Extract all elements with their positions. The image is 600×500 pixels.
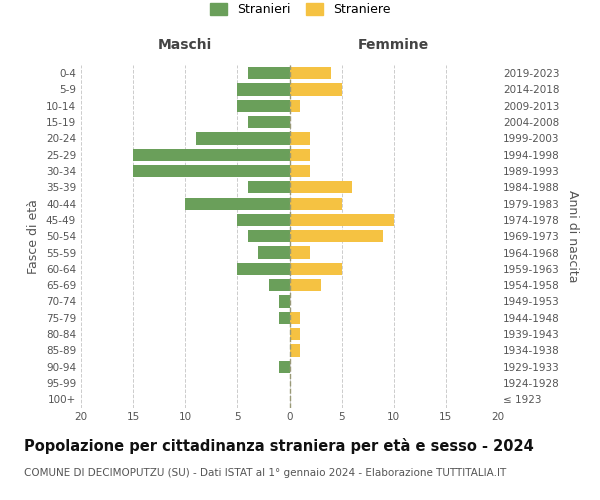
Bar bbox=[238, 100, 290, 112]
Bar bbox=[133, 165, 290, 177]
Bar bbox=[133, 148, 290, 161]
Bar bbox=[290, 344, 300, 356]
Bar bbox=[279, 296, 290, 308]
Y-axis label: Fasce di età: Fasce di età bbox=[28, 199, 40, 274]
Bar bbox=[248, 67, 290, 80]
Bar bbox=[238, 214, 290, 226]
Bar bbox=[290, 328, 300, 340]
Bar bbox=[290, 198, 341, 209]
Bar bbox=[290, 279, 321, 291]
Bar bbox=[290, 100, 300, 112]
Bar bbox=[290, 165, 310, 177]
Text: COMUNE DI DECIMOPUTZU (SU) - Dati ISTAT al 1° gennaio 2024 - Elaborazione TUTTIT: COMUNE DI DECIMOPUTZU (SU) - Dati ISTAT … bbox=[24, 468, 506, 477]
Legend: Stranieri, Straniere: Stranieri, Straniere bbox=[209, 3, 391, 16]
Text: Popolazione per cittadinanza straniera per età e sesso - 2024: Popolazione per cittadinanza straniera p… bbox=[24, 438, 534, 454]
Bar bbox=[258, 246, 290, 258]
Bar bbox=[290, 84, 341, 96]
Bar bbox=[290, 148, 310, 161]
Bar bbox=[248, 181, 290, 194]
Bar bbox=[238, 263, 290, 275]
Bar bbox=[238, 84, 290, 96]
Bar bbox=[290, 214, 394, 226]
Bar bbox=[290, 67, 331, 80]
Bar bbox=[248, 116, 290, 128]
Bar bbox=[290, 132, 310, 144]
Text: Maschi: Maschi bbox=[158, 38, 212, 52]
Bar bbox=[279, 360, 290, 373]
Y-axis label: Anni di nascita: Anni di nascita bbox=[566, 190, 579, 282]
Bar bbox=[269, 279, 290, 291]
Bar bbox=[196, 132, 290, 144]
Bar bbox=[290, 263, 341, 275]
Text: Femmine: Femmine bbox=[358, 38, 430, 52]
Bar bbox=[290, 312, 300, 324]
Bar bbox=[290, 246, 310, 258]
Bar bbox=[279, 312, 290, 324]
Bar bbox=[248, 230, 290, 242]
Bar bbox=[290, 230, 383, 242]
Bar bbox=[290, 181, 352, 194]
Bar bbox=[185, 198, 290, 209]
